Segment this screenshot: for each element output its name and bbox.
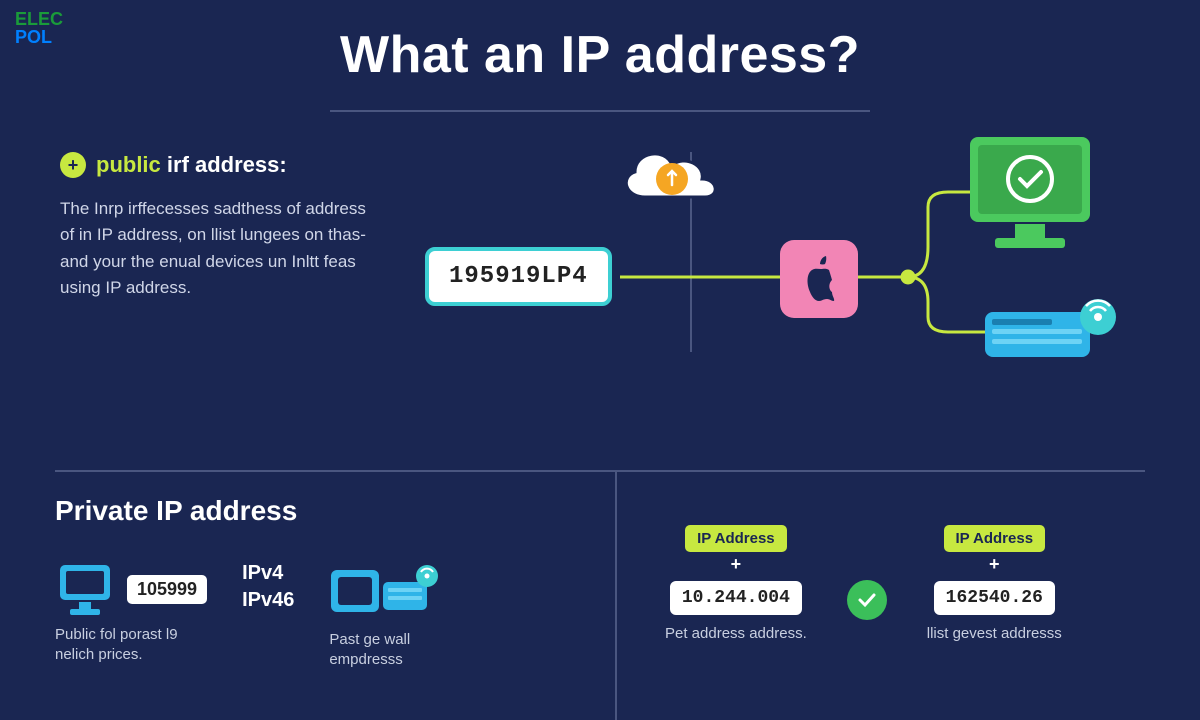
ip-card-2: IP Address + 162540.26 llist gevest addr… <box>927 525 1062 644</box>
plus-icon: + <box>731 554 742 575</box>
private-item-2: Past ge wall empdresss <box>329 562 479 669</box>
modem-icon <box>329 562 439 622</box>
private-ip-items: 105999 Public fol porast l9 nelich price… <box>55 562 615 669</box>
card-badge: IP Address <box>944 525 1046 552</box>
card-ip: 162540.26 <box>934 581 1055 615</box>
upper-section: + public irf address: The Inrp irffecess… <box>0 112 1200 402</box>
item-caption: Public fol porast l9 nelich prices. <box>55 625 205 664</box>
item-caption: Past ge wall empdresss <box>329 630 479 669</box>
private-item-labels: IPv4 IPv46 <box>242 562 294 612</box>
heading-highlight: public <box>96 152 161 177</box>
item-tag: 105999 <box>127 575 207 604</box>
card-badge: IP Address <box>685 525 787 552</box>
public-ip-description: The Inrp irffecesses sadthess of address… <box>60 196 370 301</box>
ip-address-box: 195919LP4 <box>425 247 612 306</box>
plus-icon: + <box>989 554 1000 575</box>
card-ip: 10.244.004 <box>670 581 802 615</box>
logo: ELEC POL <box>15 10 63 46</box>
ip-card-1: IP Address + 10.244.004 Pet address addr… <box>665 525 807 644</box>
lower-section: Private IP address 105999 Public fol por… <box>0 495 1200 669</box>
public-ip-heading-text: public irf address: <box>96 152 287 178</box>
monitor-icon <box>960 132 1110 262</box>
network-diagram: 195919LP4 <box>390 152 1140 372</box>
horizontal-divider <box>55 470 1145 472</box>
device-box <box>780 240 858 318</box>
logo-line1: ELEC <box>15 10 63 28</box>
router-icon <box>980 297 1120 367</box>
private-item-1: 105999 Public fol porast l9 nelich price… <box>55 562 207 664</box>
computer-icon <box>55 562 115 617</box>
plus-icon: + <box>60 152 86 178</box>
cloud-icon <box>610 137 730 217</box>
ip-cards-block: IP Address + 10.244.004 Pet address addr… <box>615 495 1145 669</box>
card-caption: llist gevest addresss <box>927 625 1062 644</box>
apple-icon <box>799 256 839 302</box>
ipv46-label: IPv46 <box>242 589 294 612</box>
page-title: What an IP address? <box>0 0 1200 85</box>
logo-line2: POL <box>15 28 63 46</box>
card-caption: Pet address address. <box>665 625 807 644</box>
private-ip-block: Private IP address 105999 Public fol por… <box>55 495 615 669</box>
heading-main: irf address: <box>161 152 287 177</box>
public-ip-heading: + public irf address: <box>60 152 370 178</box>
public-ip-text-block: + public irf address: The Inrp irffecess… <box>60 152 390 372</box>
check-icon <box>847 580 887 620</box>
ipv4-label: IPv4 <box>242 562 294 585</box>
private-ip-title: Private IP address <box>55 495 615 527</box>
